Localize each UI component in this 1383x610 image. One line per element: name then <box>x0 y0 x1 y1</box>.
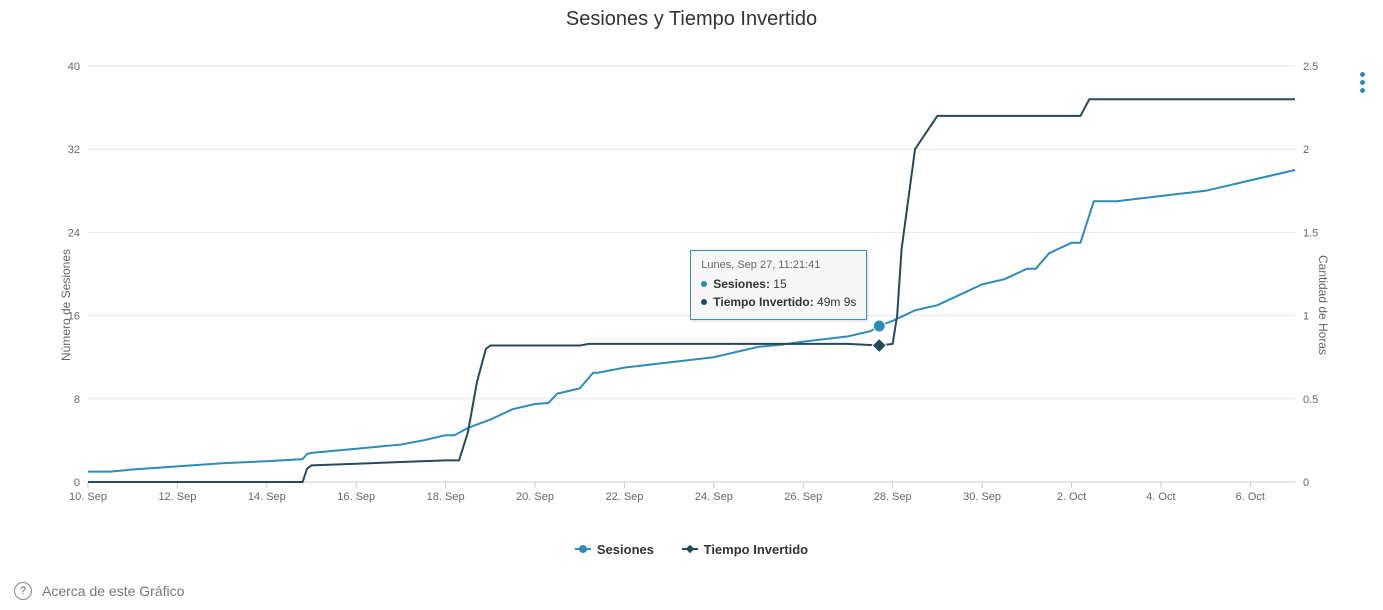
svg-text:24: 24 <box>68 227 80 239</box>
tooltip-label-tiempo: Tiempo Invertido: <box>713 295 813 309</box>
svg-text:12. Sep: 12. Sep <box>158 491 196 503</box>
tooltip-header: Lunes, Sep 27, 11:21:41 <box>701 259 856 271</box>
svg-text:24. Sep: 24. Sep <box>695 491 733 503</box>
svg-text:0: 0 <box>74 477 80 489</box>
svg-text:2.5: 2.5 <box>1303 61 1318 73</box>
tooltip-label-sesiones: Sesiones: <box>713 277 770 291</box>
svg-text:1.5: 1.5 <box>1303 227 1318 239</box>
legend-label-sesiones: Sesiones <box>597 542 654 557</box>
chart-menu-icon[interactable] <box>1353 72 1371 93</box>
svg-text:2. Oct: 2. Oct <box>1057 491 1086 503</box>
svg-text:20. Sep: 20. Sep <box>516 491 554 503</box>
svg-text:1: 1 <box>1303 311 1309 323</box>
svg-text:4. Oct: 4. Oct <box>1146 491 1175 503</box>
legend-item-sesiones[interactable]: Sesiones <box>575 541 654 557</box>
svg-text:32: 32 <box>68 144 80 156</box>
legend-swatch-circle-icon <box>575 541 591 557</box>
tooltip-value-tiempo: 49m 9s <box>817 295 856 309</box>
about-chart-link[interactable]: Acerca de este Gráfico <box>42 583 184 599</box>
svg-text:10. Sep: 10. Sep <box>69 491 107 503</box>
svg-text:30. Sep: 30. Sep <box>963 491 1001 503</box>
tooltip-value-sesiones: 15 <box>773 277 786 291</box>
chart-tooltip: Lunes, Sep 27, 11:21:41 Sesiones: 15 Tie… <box>690 250 867 320</box>
svg-text:18. Sep: 18. Sep <box>427 491 465 503</box>
svg-text:22. Sep: 22. Sep <box>605 491 643 503</box>
legend-label-tiempo: Tiempo Invertido <box>704 542 809 557</box>
svg-text:40: 40 <box>68 61 80 73</box>
svg-text:26. Sep: 26. Sep <box>784 491 822 503</box>
chart-legend: Sesiones Tiempo Invertido <box>0 541 1383 560</box>
svg-text:0: 0 <box>1303 477 1309 489</box>
help-icon[interactable]: ? <box>14 582 32 600</box>
svg-text:6. Oct: 6. Oct <box>1236 491 1265 503</box>
chart-plot-area[interactable]: 0 8 16 24 32 40 0 0.5 1 1.5 2 2.5 10. Sep 12. Sep 14. … <box>58 48 1325 510</box>
svg-text:16: 16 <box>68 311 80 323</box>
svg-text:16. Sep: 16. Sep <box>337 491 375 503</box>
legend-swatch-diamond-icon <box>682 541 698 557</box>
svg-text:8: 8 <box>74 394 80 406</box>
svg-text:14. Sep: 14. Sep <box>248 491 286 503</box>
tooltip-dot-tiempo <box>701 299 707 305</box>
tooltip-dot-sesiones <box>701 281 707 287</box>
svg-text:0.5: 0.5 <box>1303 394 1318 406</box>
legend-item-tiempo[interactable]: Tiempo Invertido <box>682 541 809 557</box>
chart-title: Sesiones y Tiempo Invertido <box>0 0 1383 31</box>
svg-text:28. Sep: 28. Sep <box>874 491 912 503</box>
svg-text:2: 2 <box>1303 144 1309 156</box>
